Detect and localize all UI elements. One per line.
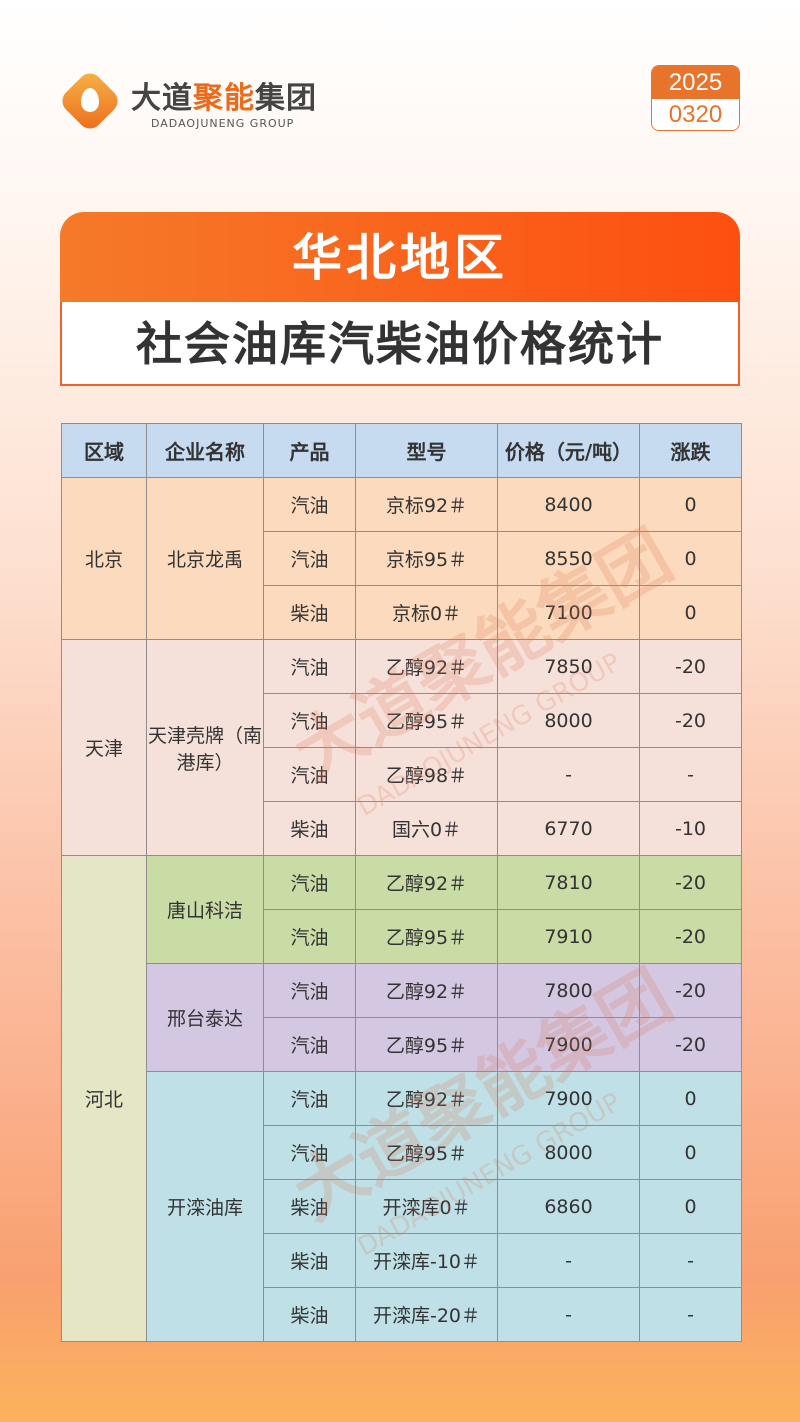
model-cell: 乙醇95＃ bbox=[355, 1125, 498, 1180]
product-cell: 柴油 bbox=[263, 1287, 356, 1342]
table-row: 开滦油库 汽油 乙醇92＃ 7900 0 bbox=[61, 1071, 742, 1342]
model-cell: 乙醇92＃ bbox=[355, 963, 498, 1018]
change-cell: - bbox=[639, 1287, 742, 1342]
change-cell: 0 bbox=[639, 531, 742, 586]
model-cell: 乙醇98＃ bbox=[355, 747, 498, 802]
change-cell: -20 bbox=[639, 855, 742, 910]
page-subtitle: 社会油库汽柴油价格统计 bbox=[60, 302, 740, 386]
table-header: 区域 企业名称 产品 型号 价格（元/吨） 涨跌 bbox=[61, 423, 742, 478]
product-cell: 汽油 bbox=[263, 909, 356, 964]
price-cell: 6770 bbox=[497, 801, 640, 856]
change-cell: -20 bbox=[639, 693, 742, 748]
price-cell: 7810 bbox=[497, 855, 640, 910]
model-cell: 开滦库-20＃ bbox=[355, 1287, 498, 1342]
model-cell: 乙醇95＃ bbox=[355, 909, 498, 964]
product-cell: 汽油 bbox=[263, 531, 356, 586]
date-day: 0320 bbox=[652, 99, 739, 130]
header-model: 型号 bbox=[355, 423, 498, 478]
product-cell: 汽油 bbox=[263, 1017, 356, 1072]
logo-drop-icon bbox=[55, 66, 125, 136]
product-cell: 汽油 bbox=[263, 747, 356, 802]
table-row: 天津 天津壳牌（南港库） 汽油 乙醇92＃ 7850 -20 bbox=[61, 639, 742, 856]
product-cell: 柴油 bbox=[263, 1179, 356, 1234]
header-company: 企业名称 bbox=[146, 423, 264, 478]
model-cell: 京标95＃ bbox=[355, 531, 498, 586]
table-row: 北京 北京龙禹 汽油 京标92＃ 8400 0 bbox=[61, 477, 742, 640]
product-cell: 汽油 bbox=[263, 639, 356, 694]
company-cell: 开滦油库 bbox=[146, 1071, 264, 1342]
model-cell: 乙醇95＃ bbox=[355, 1017, 498, 1072]
model-cell: 乙醇95＃ bbox=[355, 693, 498, 748]
price-table: 区域 企业名称 产品 型号 价格（元/吨） 涨跌 北京 北京龙禹 汽油 京标92＃ 8400 0 汽油… bbox=[61, 423, 742, 1342]
change-cell: -20 bbox=[639, 1017, 742, 1072]
price-cell: 7800 bbox=[497, 963, 640, 1018]
price-cell: 7900 bbox=[497, 1071, 640, 1126]
change-cell: - bbox=[639, 747, 742, 802]
brand-name: 大道聚能集团 bbox=[131, 80, 317, 116]
date-badge: 2025 0320 bbox=[651, 65, 740, 131]
header-region: 区域 bbox=[61, 423, 147, 478]
model-cell: 乙醇92＃ bbox=[355, 639, 498, 694]
product-cell: 汽油 bbox=[263, 963, 356, 1018]
model-cell: 乙醇92＃ bbox=[355, 1071, 498, 1126]
product-cell: 汽油 bbox=[263, 855, 356, 910]
change-cell: -20 bbox=[639, 909, 742, 964]
model-cell: 开滦库0＃ bbox=[355, 1179, 498, 1234]
change-cell: -10 bbox=[639, 801, 742, 856]
price-cell: 7910 bbox=[497, 909, 640, 964]
region-cell: 河北 bbox=[61, 855, 147, 1342]
date-year: 2025 bbox=[652, 66, 739, 99]
change-cell: 0 bbox=[639, 477, 742, 532]
brand-logo: 大道聚能集团 DADAOJUNENG GROUP bbox=[55, 66, 317, 136]
price-cell: 8550 bbox=[497, 531, 640, 586]
company-cell: 邢台泰达 bbox=[146, 963, 264, 1072]
change-cell: 0 bbox=[639, 585, 742, 640]
product-cell: 汽油 bbox=[263, 1125, 356, 1180]
product-cell: 柴油 bbox=[263, 801, 356, 856]
price-cell: 8400 bbox=[497, 477, 640, 532]
table-row: 邢台泰达 汽油 乙醇92＃ 7800 -20 bbox=[61, 963, 742, 1072]
page-title: 华北地区 bbox=[60, 212, 740, 302]
change-cell: 0 bbox=[639, 1071, 742, 1126]
brand-name-en: DADAOJUNENG GROUP bbox=[151, 116, 295, 130]
price-cell: - bbox=[497, 1287, 640, 1342]
product-cell: 汽油 bbox=[263, 1071, 356, 1126]
price-cell: 7850 bbox=[497, 639, 640, 694]
price-cell: 8000 bbox=[497, 1125, 640, 1180]
price-cell: 7900 bbox=[497, 1017, 640, 1072]
table-row: 汽油 京标95＃ 8550 0 bbox=[61, 531, 742, 586]
price-cell: 7100 bbox=[497, 585, 640, 640]
table-row: 河北 唐山科洁 汽油 乙醇92＃ 7810 -20 bbox=[61, 855, 742, 1342]
header-change: 涨跌 bbox=[639, 423, 742, 478]
model-cell: 京标92＃ bbox=[355, 477, 498, 532]
region-cell: 北京 bbox=[61, 477, 147, 640]
model-cell: 京标0＃ bbox=[355, 585, 498, 640]
product-cell: 汽油 bbox=[263, 693, 356, 748]
price-cell: 6860 bbox=[497, 1179, 640, 1234]
change-cell: 0 bbox=[639, 1179, 742, 1234]
model-cell: 开滦库-10＃ bbox=[355, 1233, 498, 1288]
change-cell: -20 bbox=[639, 639, 742, 694]
price-cell: 8000 bbox=[497, 693, 640, 748]
company-cell: 天津壳牌（南港库） bbox=[146, 639, 264, 856]
price-cell: - bbox=[497, 1233, 640, 1288]
product-cell: 柴油 bbox=[263, 1233, 356, 1288]
product-cell: 汽油 bbox=[263, 477, 356, 532]
header-product: 产品 bbox=[263, 423, 356, 478]
change-cell: - bbox=[639, 1233, 742, 1288]
change-cell: -20 bbox=[639, 963, 742, 1018]
change-cell: 0 bbox=[639, 1125, 742, 1180]
price-cell: - bbox=[497, 747, 640, 802]
region-cell: 天津 bbox=[61, 639, 147, 856]
header-price: 价格（元/吨） bbox=[497, 423, 640, 478]
model-cell: 国六0＃ bbox=[355, 801, 498, 856]
company-cell: 唐山科洁 bbox=[146, 855, 264, 964]
company-cell: 北京龙禹 bbox=[146, 477, 264, 640]
product-cell: 柴油 bbox=[263, 585, 356, 640]
model-cell: 乙醇92＃ bbox=[355, 855, 498, 910]
